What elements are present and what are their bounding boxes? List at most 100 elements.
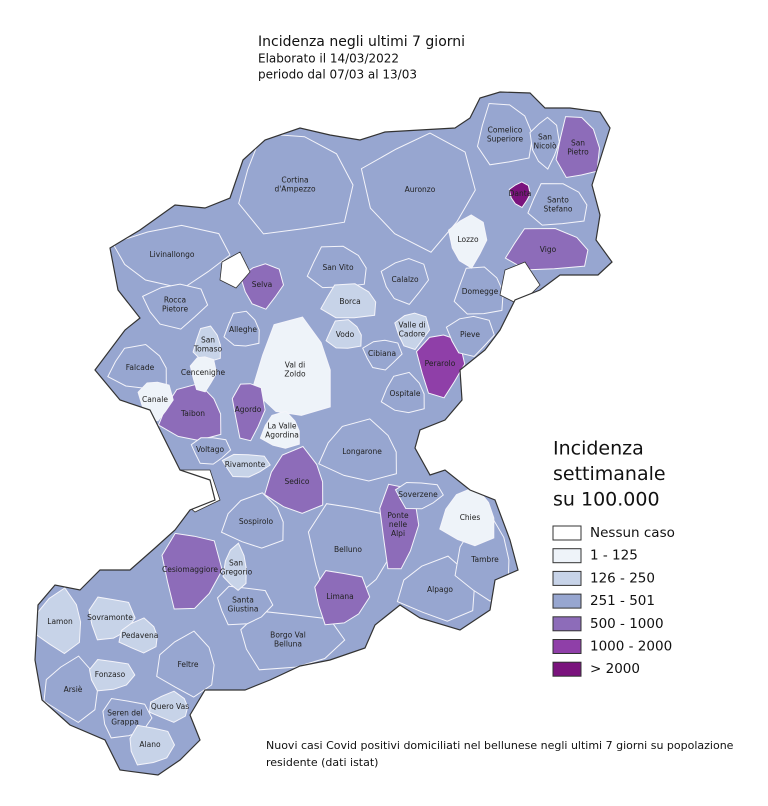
municipality-label: Taibon [180,409,205,418]
municipality [141,283,209,330]
municipality-label: Tomaso [193,345,223,354]
municipality [508,181,531,209]
municipality [394,481,444,510]
municipality-label: Vigo [540,245,557,254]
municipality [360,132,476,253]
municipality-label: Pedavena [122,631,159,640]
legend-swatch [552,661,582,677]
municipality [118,617,158,654]
municipality [148,690,189,723]
municipality [251,316,331,416]
municipality-label: Calalzo [391,275,419,284]
legend-title: su 100.000 [553,489,660,511]
municipality-label: Feltre [177,660,198,669]
legend-title: Incidenza [553,438,644,460]
municipality-label: Alano [139,740,161,749]
municipality-label: Pietore [162,305,189,314]
municipality-label: Agordo [235,405,262,414]
municipality-label: Vodo [336,330,355,339]
municipality [129,724,176,766]
municipality [453,266,504,315]
municipality [161,532,223,610]
municipality [231,383,266,442]
municipality-label: Soverzene [398,490,438,499]
municipality-label: Cadore [399,330,426,339]
municipalities [35,102,601,766]
map-period: periodo dal 07/03 al 13/03 [258,68,417,82]
municipality [362,339,403,371]
municipality [380,371,425,414]
municipality [239,263,285,310]
municipality-label: Alpago [427,585,453,594]
municipality-label: Ospitale [390,389,421,398]
municipality-label: Auronzo [405,185,436,194]
municipality-label: Ponte [387,511,409,520]
municipality-label: Quero Vas [151,702,189,711]
municipality-label: Valle di [398,321,425,330]
legend-label: 1000 - 2000 [590,639,672,655]
municipality-label: Livinallongo [150,250,195,259]
municipality-label: Grappa [111,718,139,727]
footnote-line: residente (dati istat) [266,756,378,769]
municipality-label: Comelico [488,126,523,135]
municipality-label: Gregorio [220,568,253,577]
municipality-label: Domegge [462,287,499,296]
legend-label: > 2000 [590,661,640,677]
legend-label: 500 - 1000 [590,616,664,632]
no-case-area [219,251,251,289]
municipality-label: Voltago [196,445,225,454]
municipality [43,655,99,724]
municipality-label: Perarolo [425,359,456,368]
municipality [88,658,136,692]
municipality [192,325,221,362]
municipality-label: Alleghe [229,325,257,334]
municipality [190,437,232,465]
municipality-label: Chies [460,513,481,522]
municipality [394,312,431,351]
municipality-label: Val di [285,361,305,370]
municipality-label: Pietro [567,148,589,157]
legend-label: 1 - 125 [590,548,638,564]
municipality-label: Sovramonte [87,613,133,622]
municipality [529,116,560,170]
legend-swatch [552,525,582,541]
legend-swatch [552,548,582,564]
municipality [320,283,377,319]
municipality-label: Superiore [487,135,524,144]
legend-swatch [552,570,582,586]
legend-swatch [552,593,582,609]
municipality-label: Cortina [281,176,308,185]
municipality-label: Longarone [342,447,382,456]
municipality-label: Falcade [126,363,155,372]
municipality [238,133,354,235]
municipality [223,310,260,347]
legend-label: 126 - 250 [590,570,655,586]
municipality-label: Seren del [107,709,143,718]
legend-label: 251 - 501 [590,593,655,609]
municipality [221,453,271,478]
municipality [222,542,247,591]
municipality-label: Santa [232,596,254,605]
municipality-label: San [571,139,585,148]
municipality-label: Sedico [285,477,310,486]
municipality [216,585,274,626]
municipality [156,630,215,698]
legend-title: settimanale [553,463,666,485]
municipality-label: Borgo Val [270,631,306,640]
municipality [318,418,397,482]
municipality [314,570,371,626]
municipality-label: Fonzaso [95,670,126,679]
municipality-label: Lozzo [457,235,479,244]
legend-label: Nessun caso [590,525,675,541]
municipality-label: Tambre [470,555,499,564]
municipality-label: Limana [326,592,354,601]
municipality-label: San [201,336,215,345]
legend-swatch [552,616,582,632]
municipality-label: Rocca [164,296,186,305]
municipality [380,257,430,305]
municipality-label: Canale [142,395,168,404]
municipality-label: Sospirolo [239,517,274,526]
municipality-label: Cesiomaggiore [162,565,218,574]
